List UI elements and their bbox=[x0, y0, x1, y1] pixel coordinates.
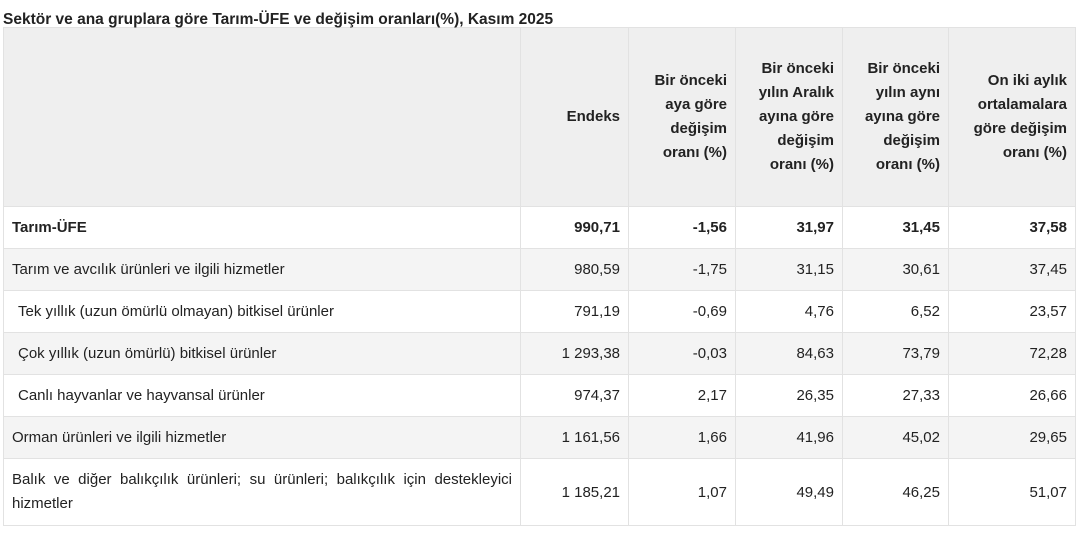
value-cell: 791,19 bbox=[520, 290, 629, 333]
row-label: Tarım ve avcılık ürünleri ve ilgili hizm… bbox=[3, 248, 521, 291]
header-cell bbox=[3, 27, 521, 207]
value-cell: 6,52 bbox=[842, 290, 949, 333]
value-cell: 30,61 bbox=[842, 248, 949, 291]
value-cell: 72,28 bbox=[948, 332, 1076, 375]
value-cell: -1,56 bbox=[628, 206, 736, 249]
value-cell: 29,65 bbox=[948, 416, 1076, 459]
value-cell: 37,58 bbox=[948, 206, 1076, 249]
header-cell: Bir önceki aya göre değişim oranı (%) bbox=[628, 27, 736, 207]
header-cell: Bir önceki yılın aynı ayına göre değişim… bbox=[842, 27, 949, 207]
value-cell: -1,75 bbox=[628, 248, 736, 291]
value-cell: 51,07 bbox=[948, 458, 1076, 526]
row-label: Tarım-ÜFE bbox=[3, 206, 521, 249]
data-table: Endeks Bir önceki aya göre değişim oranı … bbox=[3, 27, 1076, 526]
value-cell: 1 185,21 bbox=[520, 458, 629, 526]
header-cell: On iki aylık ortalamalara göre değişim o… bbox=[948, 27, 1076, 207]
value-cell: 974,37 bbox=[520, 374, 629, 417]
row-label: Balık ve diğer balıkçılık ürünleri; su ü… bbox=[3, 458, 521, 526]
header-cell: Bir önceki yılın Aralık ayına göre değiş… bbox=[735, 27, 843, 207]
value-cell: 990,71 bbox=[520, 206, 629, 249]
table-row: Balık ve diğer balıkçılık ürünleri; su ü… bbox=[3, 458, 1076, 526]
row-label: Tek yıllık (uzun ömürlü olmayan) bitkise… bbox=[3, 290, 521, 333]
value-cell: 37,45 bbox=[948, 248, 1076, 291]
value-cell: 23,57 bbox=[948, 290, 1076, 333]
value-cell: 2,17 bbox=[628, 374, 736, 417]
header-row: Endeks Bir önceki aya göre değişim oranı … bbox=[3, 27, 1076, 207]
row-label: Orman ürünleri ve ilgili hizmetler bbox=[3, 416, 521, 459]
value-cell: 73,79 bbox=[842, 332, 949, 375]
table-row: Canlı hayvanlar ve hayvansal ürünler 974,… bbox=[3, 374, 1076, 417]
value-cell: 31,97 bbox=[735, 206, 843, 249]
row-label: Canlı hayvanlar ve hayvansal ürünler bbox=[3, 374, 521, 417]
value-cell: 45,02 bbox=[842, 416, 949, 459]
value-cell: 1,07 bbox=[628, 458, 736, 526]
value-cell: -0,69 bbox=[628, 290, 736, 333]
value-cell: 980,59 bbox=[520, 248, 629, 291]
table-row: Çok yıllık (uzun ömürlü) bitkisel ürünle… bbox=[3, 332, 1076, 375]
value-cell: 27,33 bbox=[842, 374, 949, 417]
table-row: Tek yıllık (uzun ömürlü olmayan) bitkise… bbox=[3, 290, 1076, 333]
value-cell: 1,66 bbox=[628, 416, 736, 459]
value-cell: 26,35 bbox=[735, 374, 843, 417]
value-cell: 26,66 bbox=[948, 374, 1076, 417]
table-head: Endeks Bir önceki aya göre değişim oranı … bbox=[3, 27, 1076, 207]
value-cell: 41,96 bbox=[735, 416, 843, 459]
value-cell: 1 293,38 bbox=[520, 332, 629, 375]
value-cell: 49,49 bbox=[735, 458, 843, 526]
value-cell: 84,63 bbox=[735, 332, 843, 375]
header-cell: Endeks bbox=[520, 27, 629, 207]
value-cell: 1 161,56 bbox=[520, 416, 629, 459]
value-cell: 46,25 bbox=[842, 458, 949, 526]
value-cell: 31,15 bbox=[735, 248, 843, 291]
table-body: Tarım-ÜFE 990,71 -1,56 31,97 31,45 37,58 Tarım… bbox=[3, 206, 1076, 526]
table-row: Orman ürünleri ve ilgili hizmetler 1 161,… bbox=[3, 416, 1076, 459]
table-title: Sektör ve ana gruplara göre Tarım-ÜFE ve… bbox=[3, 11, 554, 28]
value-cell: 4,76 bbox=[735, 290, 843, 333]
table-row: Tarım-ÜFE 990,71 -1,56 31,97 31,45 37,58 bbox=[3, 206, 1076, 249]
value-cell: 31,45 bbox=[842, 206, 949, 249]
value-cell: -0,03 bbox=[628, 332, 736, 375]
table-row: Tarım ve avcılık ürünleri ve ilgili hizm… bbox=[3, 248, 1076, 291]
row-label: Çok yıllık (uzun ömürlü) bitkisel ürünle… bbox=[3, 332, 521, 375]
